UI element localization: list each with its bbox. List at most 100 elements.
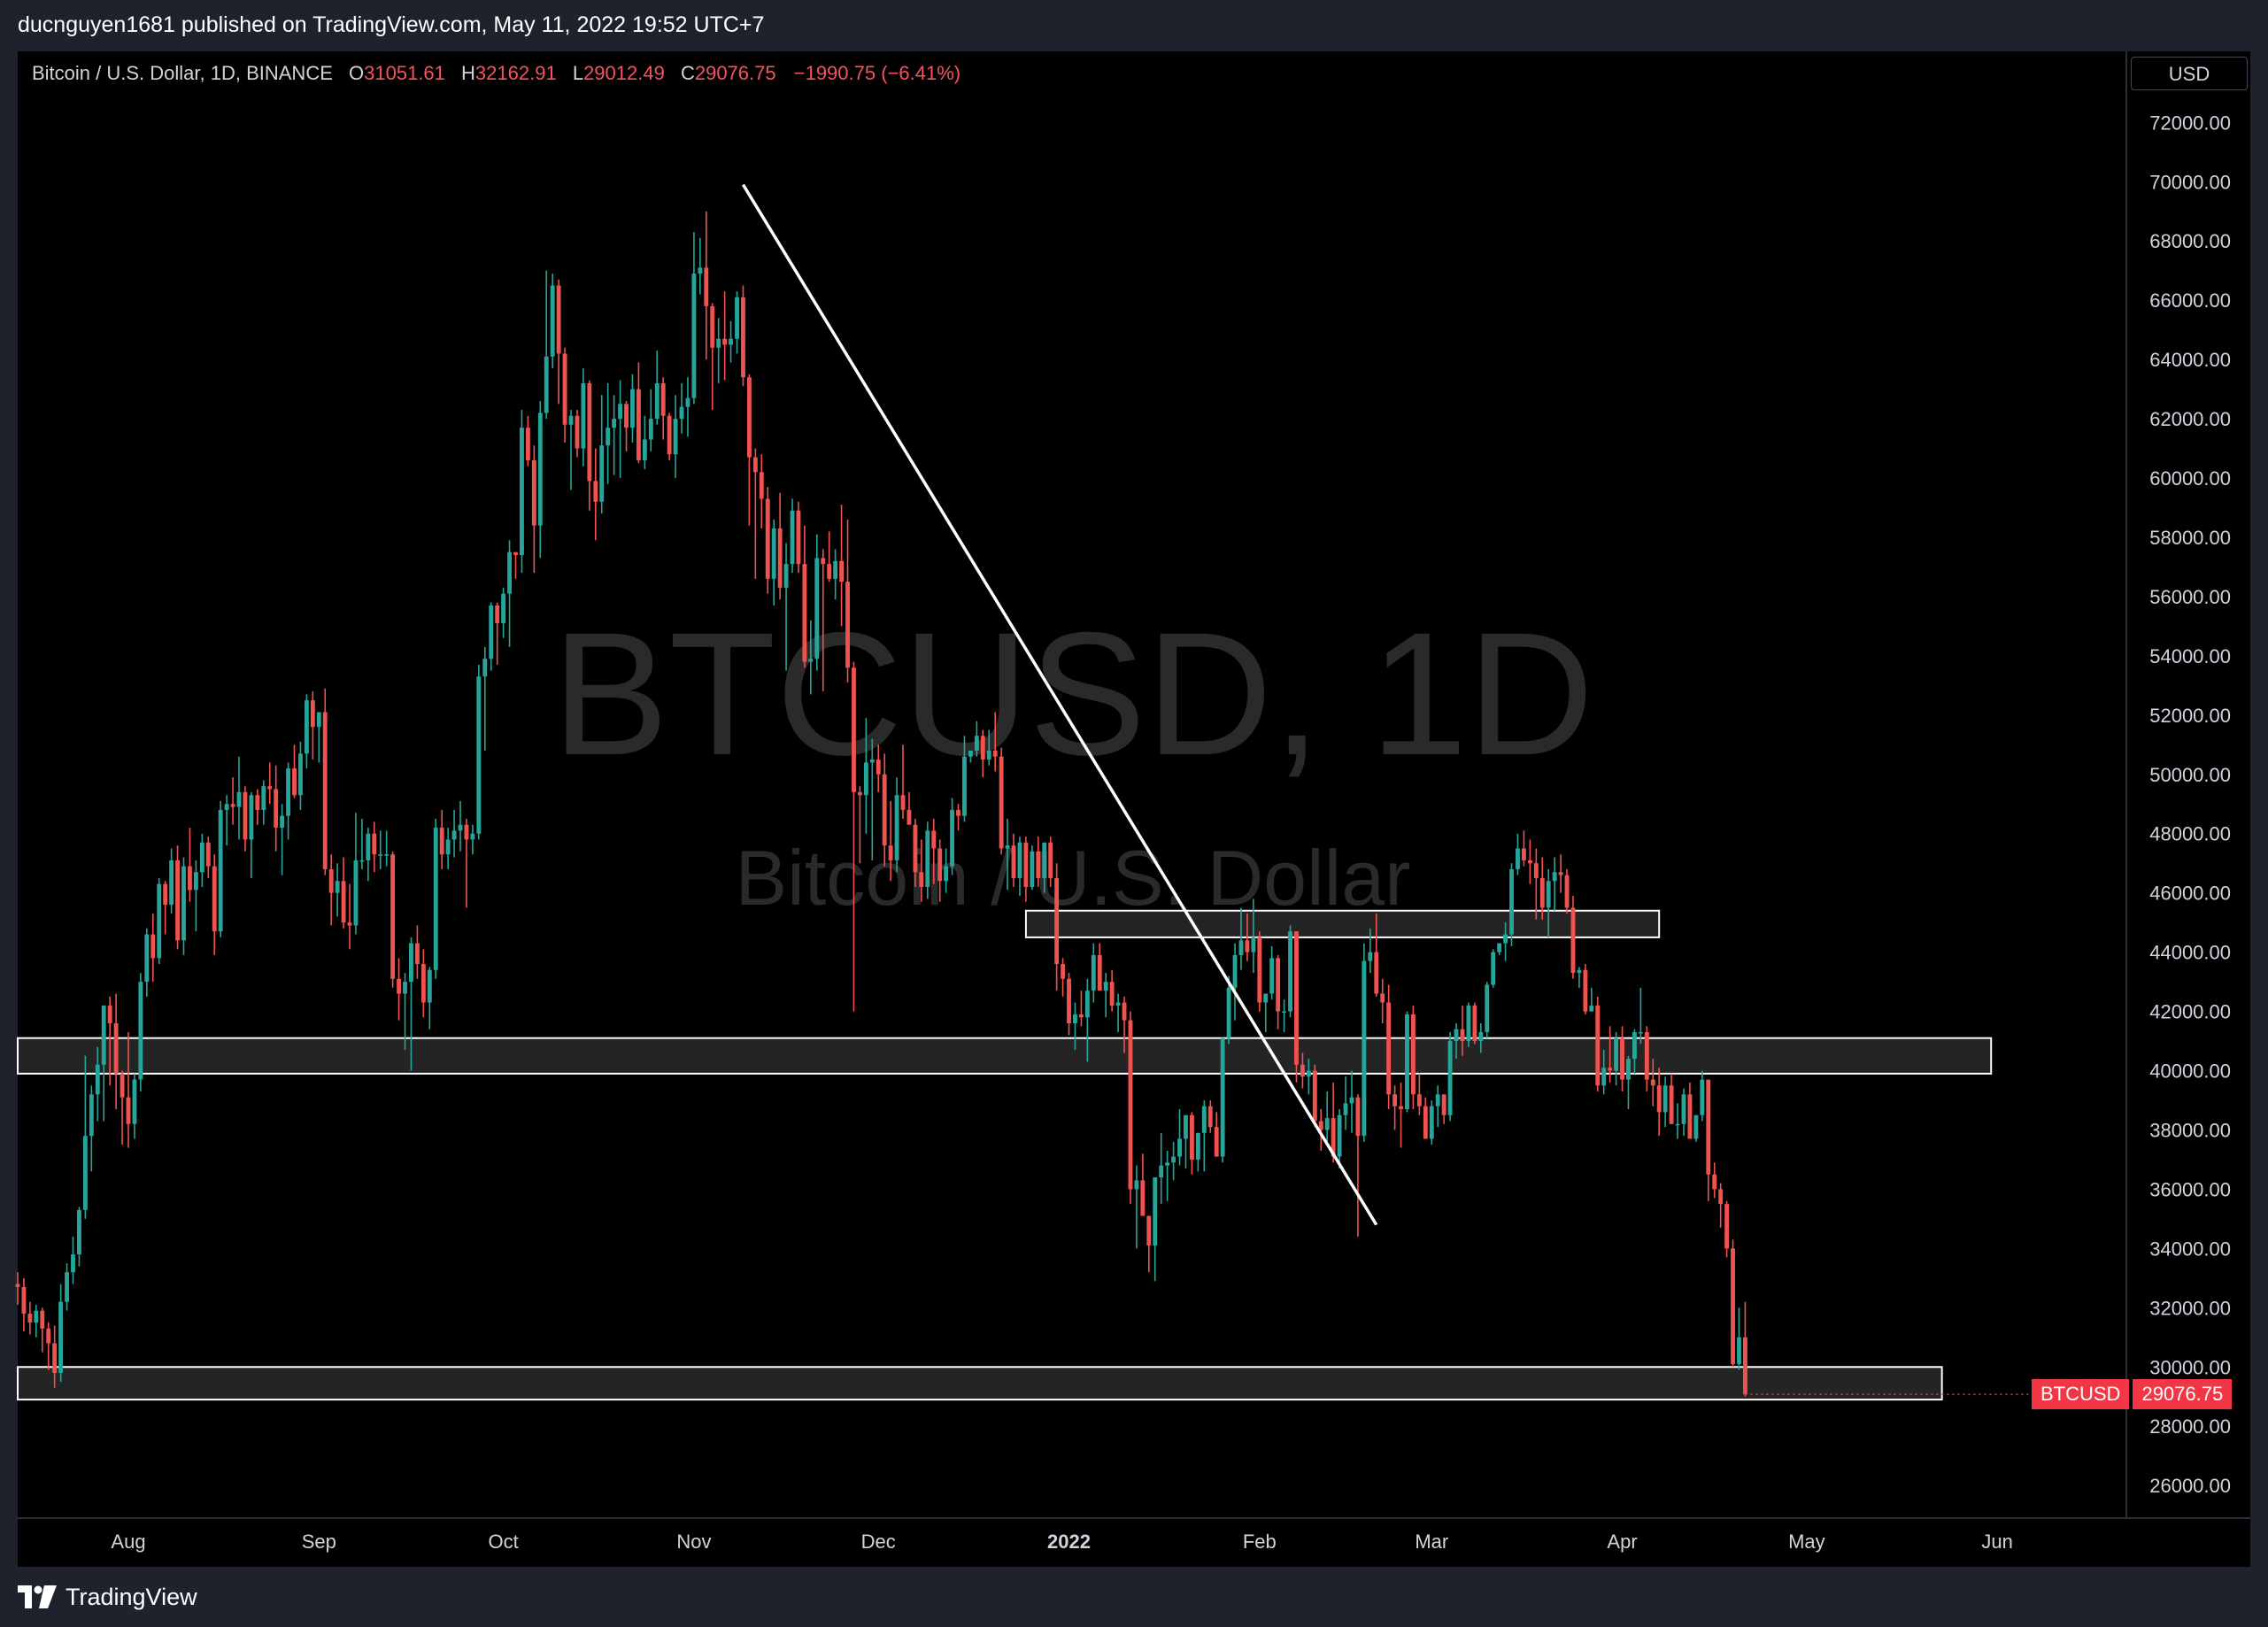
frame-left [0, 51, 18, 1567]
tradingview-brand[interactable]: TradingView [18, 1581, 197, 1613]
candle-body [1257, 937, 1262, 1003]
candle-body [255, 795, 260, 810]
candle [347, 883, 352, 950]
candle [980, 729, 985, 778]
candle-body [427, 969, 432, 1003]
x-tick-label: Sep [302, 1531, 336, 1553]
candle-body [1399, 1106, 1403, 1110]
currency-button[interactable]: USD [2131, 57, 2248, 90]
candle-body [1564, 875, 1570, 908]
candle-body [280, 815, 285, 829]
candle [292, 744, 297, 798]
y-tick-label: 46000.00 [2149, 883, 2231, 905]
candle [992, 712, 998, 772]
candle-body [1516, 848, 1520, 869]
candle-body [919, 872, 924, 887]
candle [1712, 1162, 1717, 1199]
candle [1146, 1215, 1152, 1273]
candle [1282, 999, 1287, 1033]
candle-body [1103, 982, 1108, 991]
candle-body [537, 413, 543, 526]
candle-body [900, 795, 906, 810]
candle [894, 777, 899, 873]
candle [205, 837, 211, 878]
candle [1276, 954, 1281, 1029]
candle-body [1207, 1106, 1213, 1128]
candle-body [298, 753, 303, 796]
price-axis[interactable]: 26000.00 28000.00 30000.00 32000.00 34000.00… [2125, 51, 2250, 1518]
candle [999, 747, 1004, 855]
candle-body [310, 700, 315, 728]
candle [1220, 1037, 1225, 1163]
candle-body [1620, 1037, 1624, 1080]
candle-body [397, 978, 401, 994]
candle-body [550, 285, 555, 357]
candle-body [937, 848, 943, 882]
candle-body [193, 872, 198, 891]
candle-body [1718, 1189, 1724, 1205]
legend-open-label: O [349, 62, 365, 84]
candle-body [746, 377, 752, 458]
candle-body [1073, 1014, 1077, 1023]
downtrend-line [741, 183, 1378, 1226]
candle [433, 818, 438, 979]
candle [199, 833, 204, 887]
candle [120, 1070, 125, 1145]
candle-body [286, 768, 290, 816]
candle [1195, 1132, 1200, 1172]
candle-body [1527, 860, 1532, 864]
candle-body [913, 824, 918, 873]
candle [132, 1073, 137, 1139]
candle-body [1368, 952, 1373, 961]
x-tick-label: Feb [1243, 1531, 1277, 1553]
candle-body [636, 389, 641, 460]
candle [1595, 996, 1601, 1091]
candle-body [414, 943, 420, 965]
candle-body [82, 1136, 88, 1210]
candle-body [882, 774, 887, 846]
x-tick-label: Jun [1981, 1531, 2012, 1553]
candle [1171, 1141, 1176, 1181]
candle-body [857, 791, 862, 796]
candle-body [359, 860, 365, 862]
candle-body [986, 751, 991, 760]
candle-body [27, 1314, 33, 1323]
candle-body [1374, 952, 1379, 994]
candle [1084, 978, 1090, 1062]
candle [157, 877, 162, 965]
candle [230, 777, 235, 825]
candle [710, 303, 715, 411]
candle-body [1134, 1180, 1139, 1190]
candle-body [433, 828, 438, 970]
candle-body [906, 809, 912, 825]
candle [673, 395, 678, 479]
candle [1232, 943, 1238, 1021]
candle-body [292, 768, 297, 796]
candle-body [1263, 993, 1269, 1003]
time-axis[interactable]: Aug Sep Oct Nov Dec 2022 Feb Mar Apr May Jun [18, 1517, 2250, 1553]
candle [1558, 854, 1563, 893]
candle-body [144, 934, 150, 983]
candle-body [568, 415, 574, 425]
candle-body [1485, 984, 1490, 1033]
candle-body [113, 1022, 119, 1074]
y-tick-label: 44000.00 [2149, 942, 2231, 964]
candle-body [1533, 863, 1539, 878]
candle [950, 798, 955, 875]
candle [218, 800, 223, 937]
watermark-symbol: BTCUSD, 1D [552, 596, 1593, 791]
candle-body [513, 551, 518, 556]
candle-body [34, 1310, 39, 1323]
candle-body [1011, 845, 1016, 878]
candle [630, 374, 635, 443]
candle [1533, 848, 1539, 920]
candle-body [120, 1073, 125, 1098]
candle [470, 824, 475, 855]
candle-body [1662, 1085, 1668, 1113]
candle [698, 237, 703, 295]
candle [1570, 896, 1576, 979]
candle [1294, 931, 1299, 1083]
candle [1312, 1064, 1317, 1128]
candle-body [1423, 1106, 1428, 1139]
